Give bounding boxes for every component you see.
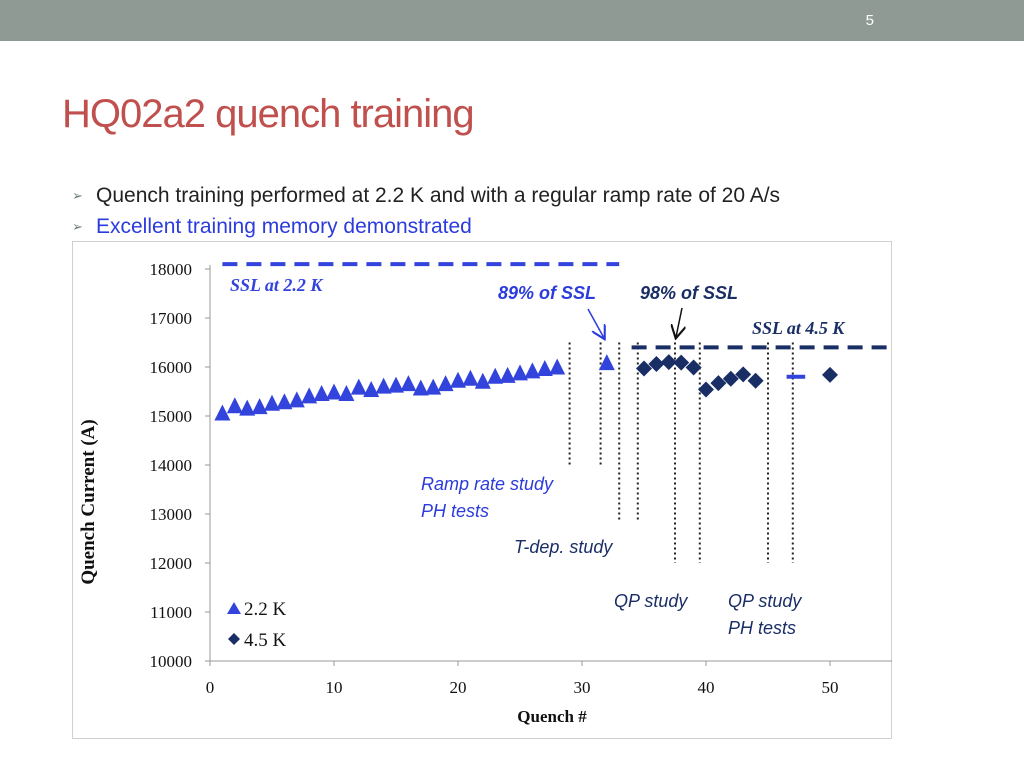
legend-label-2-2k: 2.2 K (244, 599, 287, 620)
bullet-item-1: ➢ Quench training performed at 2.2 K and… (70, 182, 780, 213)
x-ticks: 0 10 20 30 40 50 (206, 661, 839, 697)
slide-number: 5 (865, 12, 874, 29)
y-tick-label: 11000 (150, 603, 192, 622)
y-tick-label: 15000 (150, 407, 193, 426)
annotation-qp-study-1: QP study (614, 591, 688, 611)
diamond-point-4-5k (722, 370, 739, 387)
diamond-point-4-5k (660, 354, 677, 371)
y-tick-label: 12000 (150, 554, 193, 573)
triangle-point-2-2k (226, 397, 243, 414)
y-tick-label: 17000 (150, 309, 193, 328)
triangle-point-2-2k (512, 364, 528, 381)
x-tick-label: 0 (206, 678, 215, 697)
annotation-qp-study-2: QP study (728, 591, 802, 611)
triangle-point-2-2k (288, 391, 305, 408)
y-tick-label: 14000 (150, 456, 193, 475)
triangle-point-2-2k (450, 371, 466, 388)
triangle-point-2-2k (425, 378, 442, 395)
triangle-point-2-2k (338, 384, 355, 401)
annotation-ph-tests-1: PH tests (421, 501, 489, 521)
x-tick-label: 20 (450, 678, 467, 697)
triangle-point-2-2k (264, 394, 280, 411)
triangle-point-2-2k (462, 369, 479, 386)
triangle-point-2-2k (524, 362, 541, 379)
triangle-point-2-2k (301, 387, 318, 404)
top-bar: 5 (0, 0, 1024, 41)
triangle-point-2-2k (412, 379, 429, 396)
diamond-point-4-5k (685, 359, 702, 376)
x-tick-label: 10 (326, 678, 343, 697)
x-tick-label: 40 (698, 678, 715, 697)
triangle-point-2-2k (549, 358, 566, 375)
bullet-item-2: ➢ Excellent training memory demonstrated (70, 213, 780, 244)
diamond-point-4-5k (648, 356, 665, 373)
annotation-89-ssl: 89% of SSL (498, 283, 596, 303)
diamond-point-4-5k (747, 372, 764, 389)
bullet-list: ➢ Quench training performed at 2.2 K and… (70, 182, 780, 244)
quench-training-chart: 10000 11000 12000 13000 14000 15000 16000 17000… (72, 241, 892, 739)
slide-title: HQ02a2 quench training (62, 92, 475, 136)
vertical-markers (568, 342, 794, 563)
annotation-t-dep-study: T-dep. study (514, 537, 613, 557)
legend-label-4-5k: 4.5 K (244, 630, 287, 651)
arrow-89-ssl (587, 308, 604, 338)
triangle-point-2-2k (487, 367, 504, 384)
x-tick-label: 50 (822, 678, 839, 697)
y-tick-label: 10000 (150, 652, 193, 671)
y-tick-label: 18000 (150, 260, 193, 279)
axes (209, 265, 892, 662)
triangle-point-2-2k (375, 377, 392, 394)
y-tick-label: 13000 (150, 505, 193, 524)
diamond-point-4-5k (673, 354, 690, 371)
diamond-point-4-5k (710, 375, 727, 392)
legend: 2.2 K 4.5 K (227, 599, 287, 651)
legend-triangle-icon (227, 602, 241, 614)
diamond-point-4-5k (636, 360, 652, 377)
triangle-point-2-2k (474, 372, 491, 389)
triangle-point-2-2k (251, 398, 268, 415)
y-tick-label: 16000 (150, 358, 193, 377)
ssl-4-5k-label: SSL at 4.5 K (752, 318, 846, 338)
bullet-text-1: Quench training performed at 2.2 K and w… (96, 184, 781, 207)
triangle-point-2-2k (276, 393, 293, 410)
legend-diamond-icon (228, 633, 240, 645)
diamond-point-4-5k (822, 366, 838, 383)
y-ticks: 10000 11000 12000 13000 14000 15000 16000 17000… (150, 260, 210, 671)
arrow-98-ssl (676, 307, 682, 337)
triangle-point-2-2k (536, 359, 553, 376)
annotation-98-ssl: 98% of SSL (640, 283, 738, 303)
arrowhead-bullet-icon: ➢ (72, 188, 83, 203)
triangle-point-2-2k (214, 404, 231, 421)
diamond-point-4-5k (698, 381, 714, 398)
triangle-point-2-2k (437, 375, 454, 392)
annotation-ramp-rate-study: Ramp rate study (421, 474, 554, 494)
arrowhead-bullet-icon: ➢ (72, 219, 83, 234)
triangle-point-2-2k (363, 381, 380, 398)
triangle-point-2-2k (239, 399, 256, 416)
chart-border (72, 241, 892, 739)
ssl-2-2k-label: SSL at 2.2 K (230, 275, 324, 295)
triangle-point-2-2k (326, 383, 342, 400)
diamond-point-4-5k (735, 366, 752, 383)
triangle-point-2-2k (350, 378, 367, 395)
triangle-point-2-2k (388, 376, 404, 393)
annotation-ph-tests-2: PH tests (728, 618, 796, 638)
reference-lines (222, 262, 892, 379)
x-axis-label: Quench # (517, 707, 587, 726)
x-tick-label: 30 (574, 678, 591, 697)
data-points (214, 354, 838, 421)
triangle-point-2-2k (499, 366, 516, 383)
y-axis-label: Quench Current (A) (78, 419, 99, 584)
chart-svg: 10000 11000 12000 13000 14000 15000 16000 17000… (72, 241, 892, 739)
bullet-text-2: Excellent training memory demonstrated (96, 215, 472, 238)
triangle-point-2-2k (400, 375, 417, 392)
triangle-point-2-2k (313, 384, 330, 401)
triangle-point-2-2k (598, 354, 615, 371)
